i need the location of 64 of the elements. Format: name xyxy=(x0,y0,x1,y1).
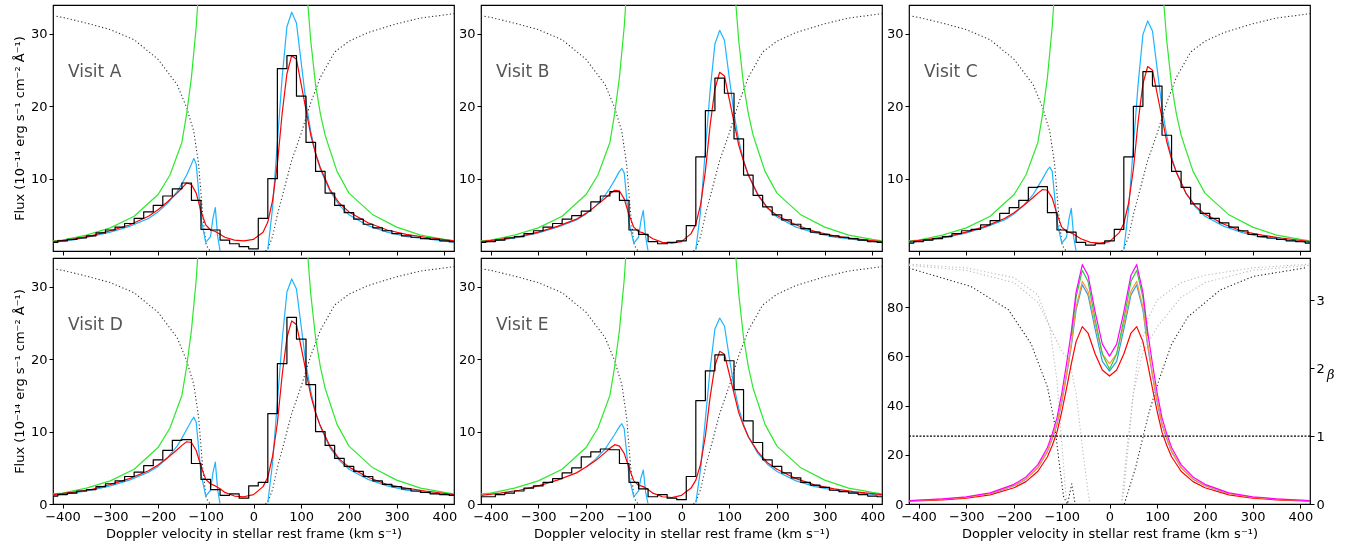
annotation: Visit E xyxy=(496,314,549,334)
x-tick-label: −100 xyxy=(616,508,653,524)
x-tick-label: 400 xyxy=(432,508,458,524)
y-tick-label: 20 xyxy=(30,98,48,114)
annotation: Visit D xyxy=(68,314,123,334)
y-tick-label: 10 xyxy=(886,171,904,187)
y2-axis-title: β xyxy=(1326,366,1335,382)
y-tick-label: 30 xyxy=(458,279,476,295)
x-tick-label: −300 xyxy=(520,508,557,524)
x-axis-title: Doppler velocity in stellar rest frame (km s⁻¹) xyxy=(533,525,831,541)
x-tick-label: 200 xyxy=(1193,508,1218,524)
annotation: Visit C xyxy=(924,61,978,81)
y-axis-title: Flux (10⁻¹⁴ erg s⁻¹ cm⁻² Å⁻¹) xyxy=(11,36,27,221)
x-tick-label: 0 xyxy=(1105,508,1115,524)
y2-tick-label: 0 xyxy=(1316,496,1325,512)
y-tick-label: 0 xyxy=(39,496,48,512)
x-tick-label: −200 xyxy=(568,508,605,524)
x-tick-label: 100 xyxy=(717,508,743,524)
y2-tick-label: 3 xyxy=(1316,292,1325,308)
x-tick-label: 0 xyxy=(249,508,259,524)
annotation: Visit B xyxy=(496,61,550,81)
x-tick-label: 200 xyxy=(337,508,362,524)
y-tick-label: 10 xyxy=(30,171,48,187)
y-tick-label: 10 xyxy=(458,171,476,187)
y2-tick-label: 1 xyxy=(1316,428,1325,444)
y-tick-label: 10 xyxy=(30,424,48,440)
y-tick-label: 60 xyxy=(886,348,904,364)
y-tick-label: 20 xyxy=(30,351,48,367)
x-axis-title: Doppler velocity in stellar rest frame (km s⁻¹) xyxy=(105,525,403,541)
x-tick-label: 100 xyxy=(289,508,315,524)
y-tick-label: 80 xyxy=(886,299,904,315)
y-tick-label: 30 xyxy=(886,26,904,42)
x-tick-label: 0 xyxy=(677,508,687,524)
y-tick-label: 0 xyxy=(895,496,904,512)
x-tick-label: 300 xyxy=(812,508,838,524)
y-tick-label: 20 xyxy=(458,98,476,114)
x-tick-label: −100 xyxy=(188,508,225,524)
y-tick-label: 40 xyxy=(886,398,904,414)
x-tick-label: −200 xyxy=(140,508,177,524)
x-tick-label: −300 xyxy=(92,508,129,524)
annotation: Visit A xyxy=(68,61,122,81)
x-tick-label: −400 xyxy=(473,508,509,524)
y-axis-title: Flux (10⁻¹⁴ erg s⁻¹ cm⁻² Å⁻¹) xyxy=(11,289,27,474)
x-tick-label: 200 xyxy=(765,508,790,524)
x-axis-title: Doppler velocity in stellar rest frame (km s⁻¹) xyxy=(961,525,1259,541)
x-tick-label: 400 xyxy=(1288,508,1314,524)
x-tick-label: 300 xyxy=(384,508,410,524)
y2-tick-label: 2 xyxy=(1316,360,1325,376)
y-tick-label: 10 xyxy=(458,424,476,440)
y-tick-label: 20 xyxy=(458,351,476,367)
x-tick-label: 400 xyxy=(860,508,886,524)
x-tick-label: −100 xyxy=(1044,508,1081,524)
y-tick-label: 30 xyxy=(30,26,48,42)
y-tick-label: 30 xyxy=(30,279,48,295)
y-tick-label: 0 xyxy=(467,496,476,512)
x-tick-label: 100 xyxy=(1145,508,1171,524)
x-tick-label: −400 xyxy=(45,508,81,524)
x-tick-label: −400 xyxy=(901,508,937,524)
y-tick-label: 20 xyxy=(886,98,904,114)
y-tick-label: 30 xyxy=(458,26,476,42)
x-tick-label: −200 xyxy=(996,508,1033,524)
x-tick-label: 300 xyxy=(1240,508,1266,524)
y-tick-label: 20 xyxy=(886,447,904,463)
x-tick-label: −300 xyxy=(948,508,985,524)
